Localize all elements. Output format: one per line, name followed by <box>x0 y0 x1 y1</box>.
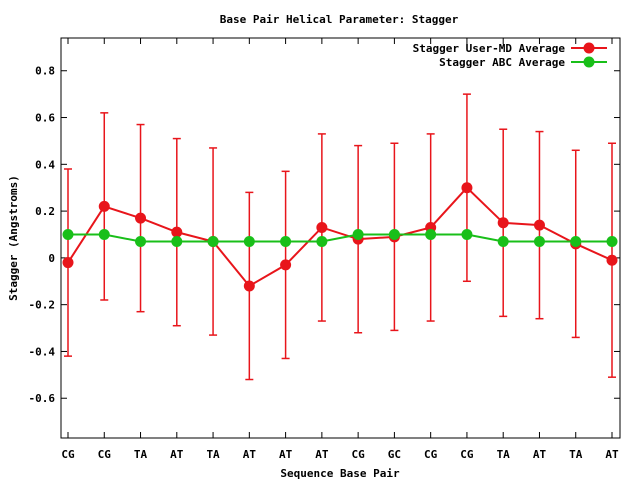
y-axis-ticks: -0.6 -0.4 -0.2 0 0.2 0.4 0.6 0.8 <box>29 65 620 405</box>
data-point <box>461 182 473 194</box>
y-tick-label: -0.6 <box>29 392 56 405</box>
chart-title: Base Pair Helical Parameter: Stagger <box>220 13 459 26</box>
data-point <box>62 228 74 240</box>
y-tick-label: 0.8 <box>35 65 55 78</box>
data-point <box>98 228 110 240</box>
data-point <box>135 212 147 224</box>
y-tick-label: -0.4 <box>29 345 56 358</box>
y-tick-label: 0.6 <box>35 112 55 125</box>
data-point <box>461 228 473 240</box>
x-tick-label: AT <box>279 448 293 461</box>
data-point <box>606 254 618 266</box>
user-md-series <box>62 93 618 381</box>
x-tick-label: TA <box>206 448 220 461</box>
x-tick-label: AT <box>533 448 547 461</box>
data-point <box>280 236 292 248</box>
legend-swatch-marker <box>583 42 595 54</box>
data-point <box>570 236 582 248</box>
y-tick-label: -0.2 <box>29 299 56 312</box>
x-tick-label: CG <box>460 448 474 461</box>
x-tick-label: AT <box>170 448 184 461</box>
x-tick-label: TA <box>569 448 583 461</box>
x-tick-label: TA <box>134 448 148 461</box>
data-point <box>497 217 509 229</box>
data-point <box>171 226 183 238</box>
data-point <box>171 236 183 248</box>
data-point <box>533 236 545 248</box>
x-axis-ticks: CG CG TA AT TA AT AT AT CG GC CG CG TA AT TA AT <box>61 38 619 461</box>
y-tick-label: 0.4 <box>35 158 55 171</box>
data-point <box>425 228 437 240</box>
data-point <box>316 221 328 233</box>
data-point <box>280 259 292 271</box>
plot-frame <box>60 37 621 439</box>
x-tick-label: CG <box>98 448 112 461</box>
data-point <box>243 280 255 292</box>
data-point <box>352 228 364 240</box>
x-tick-label: GC <box>388 448 401 461</box>
x-tick-label: TA <box>497 448 511 461</box>
x-tick-label: AT <box>243 448 257 461</box>
legend-label: Stagger ABC Average <box>439 56 565 69</box>
x-tick-label: CG <box>61 448 75 461</box>
y-axis-label: Stagger (Angstroms) <box>7 175 20 301</box>
x-tick-label: AT <box>605 448 619 461</box>
x-tick-label: CG <box>352 448 366 461</box>
x-tick-label: CG <box>424 448 438 461</box>
data-point <box>98 200 110 212</box>
abc-series <box>62 228 618 248</box>
x-tick-label: AT <box>315 448 329 461</box>
data-point <box>606 236 618 248</box>
legend-swatch-marker <box>583 56 595 68</box>
y-tick-label: 0 <box>48 252 55 265</box>
series-line <box>68 233 612 243</box>
y-tick-label: 0.2 <box>35 205 55 218</box>
data-point <box>533 219 545 231</box>
data-point <box>316 236 328 248</box>
data-point <box>388 228 400 240</box>
data-point <box>497 236 509 248</box>
data-point <box>135 236 147 248</box>
data-point <box>207 236 219 248</box>
data-point <box>243 236 255 248</box>
x-axis-label: Sequence Base Pair <box>280 467 400 480</box>
plot-area <box>62 93 618 381</box>
series-line <box>67 186 613 288</box>
data-point <box>62 257 74 269</box>
legend-label: Stagger User-MD Average <box>413 42 566 55</box>
